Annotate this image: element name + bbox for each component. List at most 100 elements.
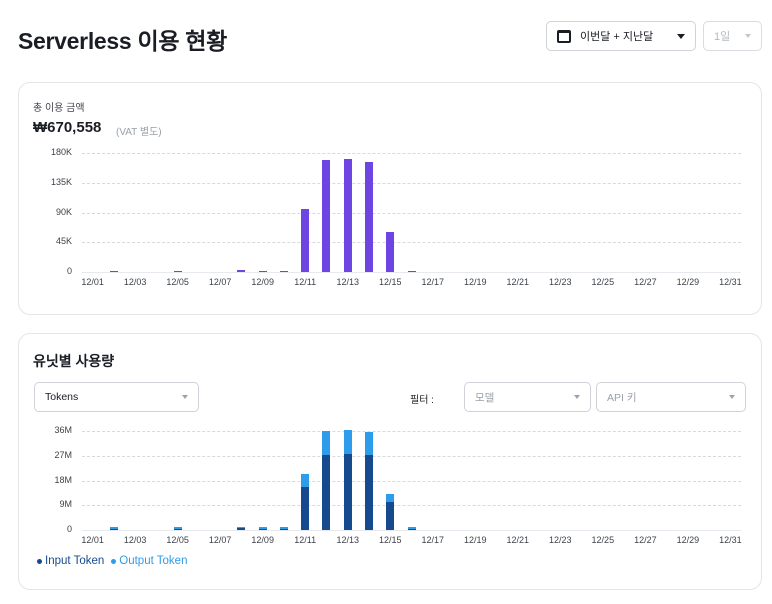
x-tick-label: 12/21: [506, 535, 530, 545]
token-stacked-bar-chart: 0 9M 18M 27M 36M 12/01 12/03 12/05 12/07 12/09 12/…: [19, 334, 763, 591]
bar: [258, 527, 267, 529]
bar: [301, 473, 310, 488]
x-tick-label: 12/17: [421, 277, 445, 287]
x-tick-label: 12/21: [506, 277, 530, 287]
bar: [322, 160, 331, 272]
y-tick-label: 135K: [50, 176, 72, 187]
unit-select-value: 1일: [714, 31, 731, 43]
gridline: [82, 153, 741, 154]
x-tick-label: 12/27: [634, 277, 657, 287]
period-select[interactable]: 이번달 + 지난달: [546, 21, 696, 51]
x-tick-label: 12/01: [81, 535, 104, 545]
legend-item-output-token[interactable]: Output Token: [111, 555, 187, 567]
x-axis-line: [82, 272, 741, 273]
x-tick-label: 12/19: [464, 277, 487, 287]
bar: [364, 162, 373, 272]
x-axis-line: [82, 530, 741, 531]
x-tick-label: 12/03: [123, 277, 147, 287]
chevron-down-icon: [182, 395, 188, 399]
x-tick-label: 12/07: [208, 277, 232, 287]
x-tick-label: 12/03: [123, 535, 147, 545]
model-select-placeholder: 모델: [475, 391, 495, 404]
x-tick-label: 12/05: [166, 277, 189, 287]
bar: [407, 270, 416, 272]
bar: [407, 527, 416, 529]
y-tick-label: 90K: [55, 206, 72, 217]
x-tick-label: 12/25: [591, 535, 615, 545]
bar: [301, 209, 310, 272]
gridline: [82, 505, 741, 507]
bar: [364, 432, 373, 455]
bar: [322, 431, 331, 455]
model-select[interactable]: 모델: [464, 382, 591, 412]
y-tick-label: 180K: [50, 147, 72, 157]
calendar-icon: [557, 29, 571, 43]
x-tick-label: 12/13: [336, 277, 359, 287]
apikey-select[interactable]: API 키: [596, 382, 746, 412]
metric-select-value: Tokens: [45, 391, 79, 403]
y-tick-label: 45K: [55, 236, 72, 247]
filter-label: 필터 :: [410, 395, 434, 406]
bar: [173, 527, 182, 529]
unit-select[interactable]: 1일: [703, 21, 762, 51]
chevron-down-icon: [677, 33, 685, 39]
x-tick-label: 12/15: [378, 535, 402, 545]
x-tick-label: 12/27: [634, 535, 657, 545]
bar: [109, 528, 118, 530]
x-tick-label: 12/29: [676, 535, 700, 545]
y-tick-label: 0: [66, 266, 72, 276]
gridline: [82, 182, 741, 184]
x-tick-label: 12/09: [251, 277, 274, 287]
x-tick-label: 12/31: [719, 535, 742, 545]
gridline: [82, 212, 741, 214]
bar: [173, 528, 182, 530]
y-tick-label: 36M: [54, 425, 72, 435]
bar: [279, 528, 288, 530]
bar: [258, 528, 267, 530]
bar: [301, 487, 310, 530]
legend-label: Output Token: [119, 555, 188, 567]
bar: [109, 270, 118, 272]
bar: [109, 527, 118, 529]
x-tick-label: 12/11: [294, 535, 317, 545]
total-usage-label: 총 이용 금액: [33, 103, 85, 114]
y-tick-label: 9M: [59, 499, 72, 510]
bar: [237, 526, 246, 529]
chart-legend: Input Token Output Token: [37, 555, 187, 567]
legend-dot-icon: [37, 558, 42, 564]
page-title: Serverless 이용 현황: [18, 28, 228, 54]
legend-item-input-token[interactable]: Input Token: [37, 555, 104, 567]
gridline: [82, 242, 741, 244]
x-tick-label: 12/31: [719, 277, 742, 287]
chevron-down-icon: [574, 395, 580, 399]
x-tick-label: 12/25: [591, 277, 615, 287]
bar: [386, 493, 395, 502]
bar: [343, 158, 352, 272]
x-tick-label: 12/11: [294, 277, 317, 287]
period-select-value: 이번달 + 지난달: [580, 31, 654, 43]
chevron-down-icon: [745, 34, 751, 38]
x-tick-label: 12/15: [378, 277, 402, 287]
metric-select[interactable]: Tokens: [34, 382, 199, 412]
bar: [279, 527, 288, 529]
vat-note: (VAT 별도): [116, 127, 162, 138]
bar: [386, 232, 395, 272]
gridline: [82, 480, 741, 482]
x-tick-label: 12/07: [208, 535, 232, 545]
bar: [343, 454, 352, 530]
x-tick-label: 12/09: [251, 535, 274, 545]
x-tick-label: 12/01: [81, 277, 104, 287]
y-tick-label: 18M: [54, 474, 72, 485]
y-tick-label: 0: [66, 524, 72, 534]
x-tick-label: 12/13: [336, 535, 359, 545]
bar: [407, 528, 416, 530]
bar: [258, 270, 267, 272]
total-usage-amount: ₩670,558: [33, 119, 102, 136]
apikey-select-placeholder: API 키: [607, 391, 637, 404]
bar: [343, 429, 352, 455]
x-tick-label: 12/23: [549, 535, 572, 545]
x-tick-label: 12/29: [676, 277, 700, 287]
legend-label: Input Token: [45, 555, 105, 567]
bar: [237, 269, 246, 272]
unit-usage-card: 유닛별 사용량 Tokens 필터 : 모델 API 키 0 9M 18M 27M 36…: [18, 333, 762, 590]
